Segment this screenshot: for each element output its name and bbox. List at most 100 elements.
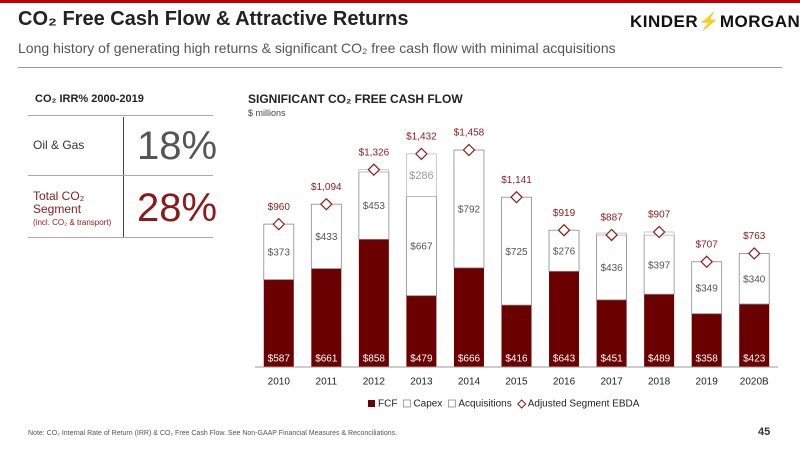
x-tick-label: 2015 (505, 377, 528, 388)
table-title: CO₂ IRR% 2000-2019 (35, 93, 144, 105)
bar-segment (643, 234, 675, 295)
value-label: $1,432 (406, 132, 437, 143)
rule (28, 115, 213, 116)
x-tick-label: 2011 (316, 377, 338, 388)
x-tick-label: 2019 (696, 377, 719, 388)
row-label-line: Segment (33, 202, 82, 216)
value-label: $1,458 (454, 128, 485, 139)
x-tick-label: 2020B (740, 377, 769, 388)
slide-subtitle: Long history of generating high returns … (18, 40, 616, 56)
marker (510, 190, 523, 204)
bar-segment (310, 203, 342, 270)
bar-segment (358, 239, 389, 367)
marker (272, 217, 286, 231)
bar-segment (596, 234, 627, 301)
value-label: $489 (648, 354, 671, 365)
value-label: $433 (315, 232, 338, 243)
value-label: $887 (600, 213, 623, 224)
value-label: $423 (743, 354, 766, 365)
marker (747, 247, 761, 260)
bar-segment (691, 313, 722, 367)
value-label: $373 (268, 248, 291, 259)
chart-subtitle: $ millions (248, 108, 286, 118)
bar-segment (263, 279, 294, 367)
row-label: Total CO₂ Segment (incl. CO₂ & transport… (33, 190, 111, 229)
legend-swatch (403, 399, 411, 408)
top-bar (0, 0, 800, 3)
value-label: $667 (410, 242, 433, 253)
x-tick-label: 2013 (410, 377, 433, 388)
slide-title: CO₂ Free Cash Flow & Attractive Returns (18, 8, 409, 30)
value-label: $858 (363, 354, 386, 365)
marker (319, 197, 333, 211)
value-label: $587 (268, 354, 291, 365)
bar-segment (549, 271, 580, 367)
bar-segment (311, 268, 342, 367)
value-label: $358 (696, 354, 719, 365)
rule (28, 175, 213, 176)
value-label: $707 (696, 239, 719, 250)
value-label: $416 (505, 354, 528, 365)
legend-swatch (447, 399, 456, 408)
rule (28, 237, 213, 238)
row-note: (incl. CO₂ & transport) (33, 218, 112, 227)
chart-title: SIGNIFICANT CO₂ FREE CASH FLOW (248, 92, 463, 106)
row-value: 28% (137, 186, 218, 230)
marker (367, 163, 381, 176)
marker (605, 228, 618, 242)
x-tick-label: 2016 (553, 377, 576, 388)
value-label: $725 (505, 247, 528, 258)
row-label-line: Total CO₂ (33, 189, 85, 203)
legend-label: Adjusted Segment EBDA (528, 399, 640, 410)
value-label: $792 (458, 205, 481, 216)
x-tick-label: 2017 (600, 377, 623, 388)
value-label: $1,141 (501, 175, 532, 186)
bar-segment (453, 149, 485, 269)
value-label: $960 (268, 202, 291, 213)
value-label: $349 (696, 283, 719, 294)
logo-text: MORGAN (719, 12, 800, 31)
value-label: $907 (648, 210, 671, 221)
x-tick-label: 2012 (363, 377, 386, 388)
x-tick-label: 2010 (268, 377, 291, 388)
value-label: $397 (648, 260, 671, 271)
value-label: $479 (410, 354, 433, 365)
bar-segment (596, 299, 627, 367)
logo-text: KINDER (630, 12, 699, 31)
value-label: $286 (409, 170, 433, 182)
marker (415, 147, 428, 161)
value-label: $276 (553, 246, 576, 257)
value-label: $643 (553, 354, 576, 365)
value-label: $436 (600, 263, 623, 274)
bar-segment (739, 304, 770, 367)
row-label: Oil & Gas (33, 138, 85, 152)
marker (700, 255, 714, 269)
value-label: $763 (743, 231, 766, 242)
bar-segment (406, 196, 437, 297)
bar-segment (453, 267, 484, 367)
value-label: $453 (363, 201, 386, 212)
marker (557, 223, 571, 237)
rule (123, 117, 124, 237)
legend-swatch (517, 399, 527, 409)
bar-segment (501, 196, 532, 306)
value-label: $666 (458, 354, 481, 365)
marker (652, 225, 666, 239)
logo: KINDER⚡MORGAN (630, 12, 800, 31)
legend-label: Capex (413, 399, 442, 410)
row-value: 18% (137, 124, 218, 168)
value-label: $340 (743, 274, 766, 285)
value-label: $451 (600, 354, 623, 365)
x-tick-label: 2018 (648, 377, 671, 388)
footnote: Note: CO₂ Internal Rate of Return (IRR) … (28, 430, 398, 437)
legend-label: Acquisitions (458, 399, 511, 410)
x-tick-label: 2014 (458, 377, 481, 388)
marker (462, 143, 476, 157)
separator (18, 67, 782, 68)
legend-swatch (368, 400, 375, 407)
bar-segment (738, 253, 770, 305)
bar-segment (548, 229, 580, 272)
value-label: $661 (315, 354, 338, 365)
